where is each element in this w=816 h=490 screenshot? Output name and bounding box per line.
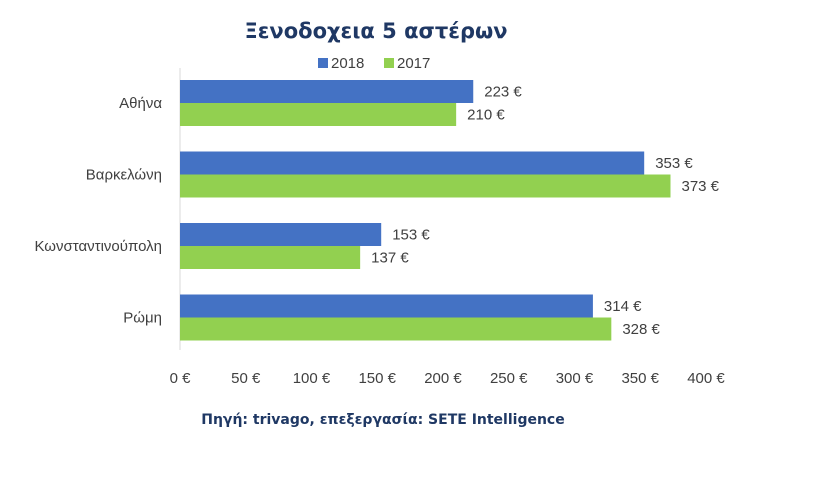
x-tick-labels: 0 € 50 € 100 € 150 € 200 € 250 € 300 € 350 € 400… <box>170 370 726 387</box>
x-tick-label-2: 100 € <box>293 370 331 387</box>
x-tick-label-8: 400 € <box>687 370 725 387</box>
bar-2018-0 <box>180 80 474 103</box>
legend-swatch-2018 <box>318 58 328 68</box>
data-label-2017-0: 210 € <box>467 107 505 124</box>
x-tick-label-7: 350 € <box>621 370 659 387</box>
x-tick-label-3: 150 € <box>358 370 396 387</box>
bar-2018-1 <box>180 151 645 175</box>
category-label-3: Ρώμη <box>123 310 162 327</box>
data-label-2017-2: 137 € <box>371 250 409 267</box>
x-tick-label-1: 50 € <box>231 370 261 387</box>
bar-2017-3 <box>180 317 612 341</box>
bar-2017-1 <box>180 174 671 198</box>
bar-2018-3 <box>180 294 593 318</box>
data-label-2018-2: 153 € <box>392 227 430 244</box>
data-labels: 223 € 210 € 353 € 373 € 153 € 137 € 314 € 328 € <box>371 84 720 339</box>
bar-2018-2 <box>180 223 382 246</box>
source-note: Πηγή: trivago, επεξεργασία: SETE Intelli… <box>201 412 564 428</box>
chart-title: Ξενοδοχεια 5 αστέρων <box>244 19 507 43</box>
legend: 2018 2017 <box>318 55 430 72</box>
bar-2017-2 <box>180 246 361 269</box>
category-labels: Αθήνα Βαρκελώνη Κωνσταντινούπολη Ρώμη <box>34 95 162 327</box>
category-label-2: Κωνσταντινούπολη <box>34 238 162 255</box>
category-label-1: Βαρκελώνη <box>86 167 162 184</box>
legend-swatch-2017 <box>384 58 394 68</box>
category-label-0: Αθήνα <box>119 95 162 112</box>
data-label-2018-3: 314 € <box>604 298 642 315</box>
legend-label-2018: 2018 <box>331 55 364 72</box>
data-label-2018-0: 223 € <box>484 84 522 101</box>
bar-2017-0 <box>180 103 457 126</box>
data-label-2017-3: 328 € <box>622 321 660 338</box>
data-label-2018-1: 353 € <box>655 155 693 172</box>
legend-label-2017: 2017 <box>397 55 430 72</box>
x-tick-label-0: 0 € <box>170 370 192 387</box>
data-label-2017-1: 373 € <box>681 178 719 195</box>
x-tick-label-4: 200 € <box>424 370 462 387</box>
x-tick-label-6: 300 € <box>556 370 594 387</box>
x-tick-label-5: 250 € <box>490 370 528 387</box>
bars <box>180 80 671 341</box>
